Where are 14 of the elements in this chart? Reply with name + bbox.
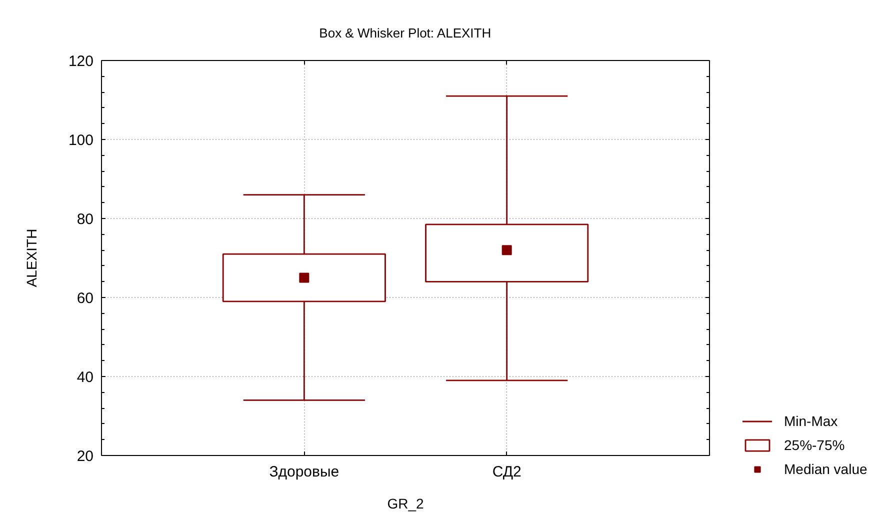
x-tick-label: СД2: [492, 464, 522, 480]
y-tick-label: 20: [76, 448, 94, 465]
y-axis-title: ALEXITH: [23, 228, 40, 288]
chart-title: Box & Whisker Plot: ALEXITH: [319, 26, 492, 40]
y-tick-label: 80: [76, 211, 94, 228]
legend-label: Median value: [784, 460, 868, 479]
y-tick-label: 40: [76, 369, 94, 386]
y-tick-label: 60: [76, 290, 94, 307]
x-tick-label: Здоровые: [269, 464, 340, 480]
y-tick-label: 100: [68, 132, 94, 149]
legend-label: 25%-75%: [784, 436, 845, 455]
x-axis-title: GR_2: [387, 496, 424, 512]
y-tick-label: 120: [68, 53, 94, 70]
text: Min-Max: [784, 412, 838, 431]
